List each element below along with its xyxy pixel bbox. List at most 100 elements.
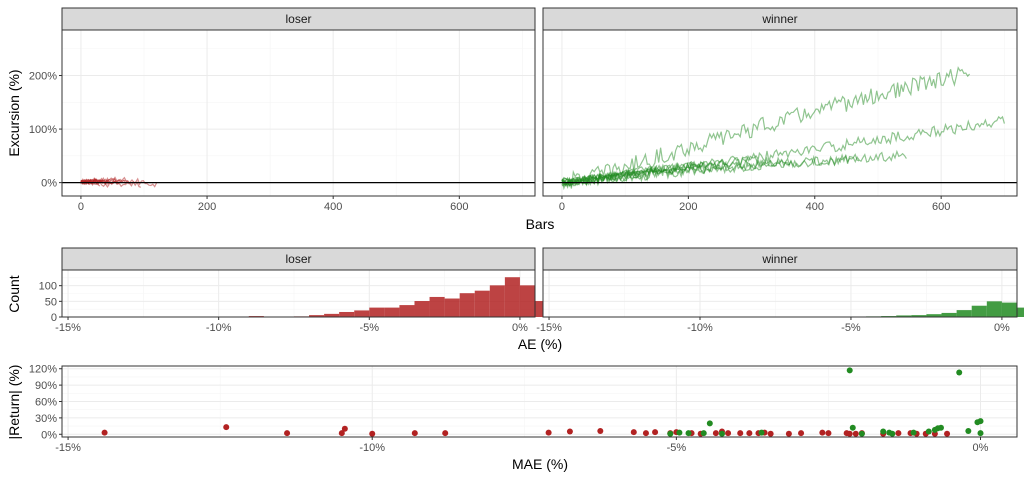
scatter-point-loser [895, 430, 902, 437]
scatter-point-winner [889, 430, 896, 437]
scatter-point-loser [341, 425, 348, 432]
panel-border [61, 29, 536, 197]
y-tick-label: 120% [29, 364, 57, 376]
x-tick-label: -15% [536, 322, 562, 334]
y-tick-label: 90% [35, 380, 57, 392]
panel-content [62, 176, 535, 188]
x-tick-label: 0% [512, 322, 528, 334]
scatter-point-loser [411, 430, 418, 437]
ae-histogram-panel-loser: loser -15% -10% -5% 0% 0 50 100 [39, 247, 551, 334]
histogram-bar-loser [324, 313, 340, 317]
y-tick-label: 100% [29, 124, 57, 136]
excursion-line-winner [561, 66, 971, 191]
facet-label: loser [285, 252, 311, 266]
scatter-point-loser [767, 430, 774, 437]
x-axis-title-mae: MAE (%) [512, 456, 568, 472]
scatter-point-loser [338, 430, 345, 437]
scatter-point-winner [880, 428, 887, 435]
panel-border [542, 29, 1018, 197]
y-tick-label: 30% [35, 413, 57, 425]
scatter-point-winner [977, 430, 984, 437]
scatter-point-winner [910, 429, 917, 436]
scatter-point-winner [937, 424, 944, 431]
excursion-panel-loser: loser 0 200 400 600 0% 100% 200% [29, 7, 536, 213]
y-axis-title-count: Count [6, 275, 22, 312]
y-tick-label: 200% [29, 71, 57, 83]
scatter-point-loser [819, 429, 826, 436]
histogram-bar-winner [896, 315, 912, 317]
x-tick-label: -15% [55, 322, 81, 334]
x-tick-label: 0% [994, 322, 1010, 334]
scatter-point-loser [597, 427, 604, 434]
scatter-point-loser [101, 429, 108, 436]
histogram-bar-loser [504, 277, 520, 317]
scatter-point-winner [858, 430, 865, 437]
histogram-bar-winner [1001, 302, 1017, 317]
panel-border [542, 269, 1018, 318]
ae-histogram-panel-winner: winner -15% -10% -5% 0% [536, 247, 1024, 334]
histogram-bar-winner [911, 315, 927, 317]
x-tick-label: 0 [559, 201, 565, 213]
scatter-point-loser [746, 430, 753, 437]
scatter-point-loser [369, 430, 376, 437]
x-tick-label: -10% [687, 322, 713, 334]
histogram-bar-loser [429, 296, 445, 317]
mae-return-scatter-panel: -15% -10% -5% 0% 0% 30% 60% 90% 120% [29, 364, 1018, 454]
x-tick-label: 600 [450, 201, 468, 213]
y-tick-label: 0 [51, 312, 57, 324]
scatter-point-winner [956, 369, 963, 376]
x-tick-label: 200 [198, 201, 216, 213]
x-axis-title-bars: Bars [526, 216, 555, 232]
scatter-point-loser [725, 430, 732, 437]
panel-background [62, 30, 535, 196]
x-tick-label: -5% [841, 322, 861, 334]
scatter-point-winner [685, 430, 692, 437]
x-axis-title-ae: AE (%) [518, 336, 562, 352]
scatter-point-loser [652, 429, 659, 436]
y-tick-label: 0% [41, 178, 57, 190]
x-tick-label: -10% [206, 322, 232, 334]
scatter-point-loser [785, 430, 792, 437]
scatter-point-loser [852, 430, 859, 437]
x-tick-label: 600 [932, 201, 950, 213]
x-tick-label: 0 [78, 201, 84, 213]
x-tick-label: -10% [359, 442, 385, 454]
histogram-bar-winner [971, 305, 987, 317]
scatter-point-winner [846, 367, 853, 374]
excursion-line-winner [561, 171, 620, 187]
histogram-bar-loser [309, 315, 325, 317]
facet-label: winner [761, 12, 797, 26]
histogram-bar-loser [339, 311, 355, 317]
x-tick-label: 400 [324, 201, 342, 213]
scatter-point-loser [712, 430, 719, 437]
scatter-point-winner [676, 429, 683, 436]
histogram-bar-loser [459, 293, 475, 317]
histogram-bar-winner [956, 310, 972, 317]
x-tick-label: 400 [806, 201, 824, 213]
histogram-bar-winner [986, 301, 1002, 317]
histogram-bar-loser [354, 310, 370, 317]
scatter-point-winner [974, 419, 981, 426]
scatter-point-loser [846, 430, 853, 437]
x-tick-label: -5% [667, 442, 687, 454]
scatter-point-winner [706, 420, 713, 427]
scatter-point-loser [642, 430, 649, 437]
scatter-point-loser [825, 430, 832, 437]
x-tick-label: -15% [55, 442, 81, 454]
x-tick-label: -5% [360, 322, 380, 334]
histogram-bar-loser [489, 285, 505, 317]
histogram-bar-loser [369, 307, 385, 317]
histogram-bar-winner [1017, 307, 1024, 317]
scatter-point-loser [284, 430, 291, 437]
excursion-line-loser [80, 180, 98, 185]
histogram-bar-loser [414, 301, 430, 317]
y-axis-title-excursion: Excursion (%) [6, 69, 22, 156]
histogram-bar-loser [519, 285, 535, 317]
scatter-point-loser [630, 429, 637, 436]
histogram-bar-loser [384, 307, 400, 317]
scatter-point-winner [667, 430, 674, 437]
histogram-bar-loser [444, 298, 460, 317]
x-tick-label: 0% [973, 442, 989, 454]
scatter-point-winner [718, 430, 725, 437]
